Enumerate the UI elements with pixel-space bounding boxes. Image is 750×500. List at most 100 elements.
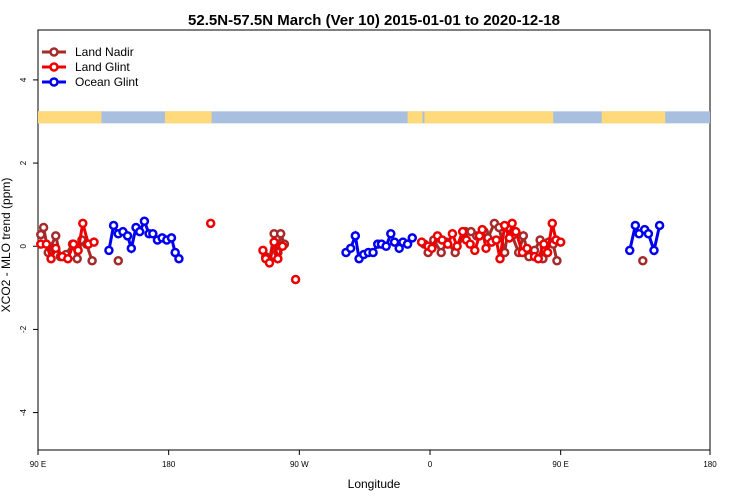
data-point	[518, 231, 529, 241]
data-point	[407, 233, 418, 243]
data-point	[174, 253, 184, 264]
data-point	[470, 245, 480, 256]
land-band-segment	[601, 111, 666, 124]
legend-item: Ocean Glint	[42, 75, 139, 89]
series-land-glint	[36, 218, 566, 285]
data-point	[258, 245, 268, 256]
data-point	[457, 226, 468, 237]
data-point	[499, 220, 510, 231]
data-point	[63, 253, 73, 264]
data-point	[522, 243, 532, 254]
data-point	[638, 256, 648, 266]
data-point	[389, 237, 400, 247]
land-band-segment	[164, 111, 212, 124]
data-point	[41, 239, 52, 249]
data-point	[504, 233, 515, 243]
data-point	[269, 237, 279, 247]
data-point	[447, 229, 458, 239]
data-point	[495, 253, 505, 264]
x-tick-label: 180	[162, 460, 176, 469]
data-point	[148, 229, 158, 239]
data-point	[264, 258, 275, 268]
data-point	[72, 253, 82, 264]
land-band-segment	[38, 111, 102, 124]
land-band-segment	[424, 111, 554, 124]
y-axis-label: XCO2 - MLO trend (ppm)	[0, 178, 13, 313]
x-tick-label: 0	[428, 460, 433, 469]
data-point	[555, 237, 566, 247]
chart-title: 52.5N-57.5N March (Ver 10) 2015-01-01 to…	[188, 12, 560, 29]
data-point	[345, 243, 356, 254]
data-point	[350, 231, 361, 241]
y-tick-label: -4	[19, 408, 28, 416]
legend-item: Land Glint	[42, 60, 130, 74]
data-point	[275, 229, 286, 239]
data-point	[436, 247, 446, 258]
data-point	[539, 239, 549, 249]
data-point	[649, 245, 659, 256]
data-point	[122, 231, 133, 241]
y-tick-label: 0	[19, 243, 28, 248]
data-point	[386, 229, 396, 239]
plot-frame	[37, 29, 711, 451]
y-tick-label: -2	[19, 325, 28, 333]
y-tick-label: 2	[19, 160, 28, 165]
data-point	[507, 218, 517, 229]
data-point	[277, 241, 288, 251]
data-point	[654, 220, 665, 231]
data-point	[402, 239, 413, 249]
data-point	[381, 241, 391, 251]
data-point	[46, 253, 56, 264]
data-point	[416, 237, 427, 247]
data-point	[511, 226, 521, 237]
data-point	[552, 256, 562, 266]
data-point	[134, 226, 145, 237]
legend-marker	[49, 62, 59, 72]
data-point	[630, 220, 641, 231]
data-point	[87, 256, 97, 266]
x-tick-label: 180	[703, 460, 717, 469]
data-point	[104, 245, 114, 256]
data-point	[481, 243, 491, 254]
x-tick-label: 90 W	[290, 460, 309, 469]
data-point	[89, 237, 99, 247]
data-point	[50, 243, 61, 254]
axes: 90 E 180 90 W 0 90 E 180 -4 -2 0 2 4	[19, 77, 717, 469]
series-layer	[36, 216, 665, 285]
data-point	[113, 256, 124, 266]
x-tick-label: 90 E	[552, 460, 568, 469]
data-point	[452, 241, 462, 251]
x-tick-label: 90 E	[30, 460, 46, 469]
y-tick-label: 4	[19, 77, 28, 82]
data-point	[73, 245, 83, 256]
data-point	[442, 239, 453, 249]
data-point	[205, 218, 216, 229]
data-point	[78, 218, 88, 229]
series-ocean-glint	[104, 216, 665, 264]
legend-label: Ocean Glint	[75, 75, 139, 89]
legend-marker	[49, 47, 59, 57]
land-ocean-band	[38, 111, 710, 124]
legend-marker	[49, 77, 59, 87]
data-point	[166, 233, 177, 243]
x-axis-label: Longitude	[348, 477, 401, 491]
data-point	[465, 239, 475, 249]
data-point	[533, 253, 544, 264]
data-point	[368, 247, 378, 258]
data-point	[108, 220, 119, 231]
data-point	[643, 229, 654, 239]
data-point	[491, 235, 502, 245]
legend-label: Land Glint	[75, 60, 130, 74]
data-point	[126, 243, 137, 254]
data-point	[477, 224, 488, 235]
data-point	[290, 274, 301, 285]
legend-label: Land Nadir	[75, 45, 134, 59]
data-point	[624, 245, 635, 256]
land-band-segment	[407, 111, 423, 124]
data-point	[139, 216, 150, 227]
data-point	[427, 243, 437, 254]
data-point	[542, 247, 553, 258]
data-point	[273, 253, 283, 264]
